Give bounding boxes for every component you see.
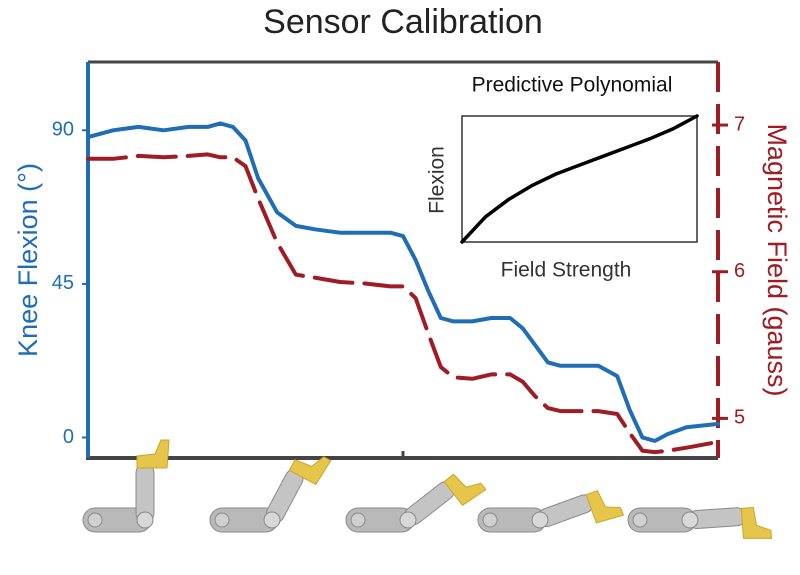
inset-title: Predictive Polynomial — [472, 74, 673, 97]
foot — [443, 473, 487, 506]
y-axis-label: Knee Flexion (°) — [13, 163, 43, 357]
shin — [404, 473, 487, 526]
shin — [135, 439, 170, 523]
series-line — [86, 152, 720, 455]
knee-joint — [681, 511, 699, 529]
leg-illustration — [345, 473, 487, 533]
foot — [740, 507, 773, 539]
hip-joint — [214, 512, 230, 528]
hip-joint — [87, 512, 103, 528]
leg-illustration — [82, 439, 170, 533]
inset-y-label: Flexion — [426, 146, 449, 214]
knee-joint — [399, 511, 417, 529]
y-tick-label: 45 — [52, 272, 74, 294]
foot — [585, 489, 625, 524]
y-tick-label: 90 — [52, 119, 74, 141]
leg-illustration — [477, 489, 625, 533]
y-tick-label: 0 — [63, 426, 74, 448]
leg-illustration — [627, 507, 773, 539]
hip-joint — [350, 512, 366, 528]
inset-x-label: Field Strength — [501, 259, 632, 282]
shin — [687, 507, 773, 539]
y2-tick-label: 6 — [734, 260, 745, 282]
chart-title: Sensor Calibration — [263, 3, 543, 41]
hip-joint — [482, 512, 498, 528]
foot — [288, 456, 332, 486]
y2-tick-label: 5 — [734, 407, 745, 429]
shin — [537, 489, 625, 528]
foot — [136, 439, 170, 469]
knee-joint — [531, 511, 549, 529]
knee-joint — [136, 511, 154, 529]
series-line — [86, 121, 720, 443]
hip-joint — [632, 512, 648, 528]
knee-joint — [263, 511, 281, 529]
y2-tick-label: 7 — [734, 113, 745, 135]
y2-axis-label: Magnetic Field (gauss) — [762, 123, 792, 396]
series-line — [460, 114, 699, 244]
leg-illustration — [209, 456, 332, 533]
